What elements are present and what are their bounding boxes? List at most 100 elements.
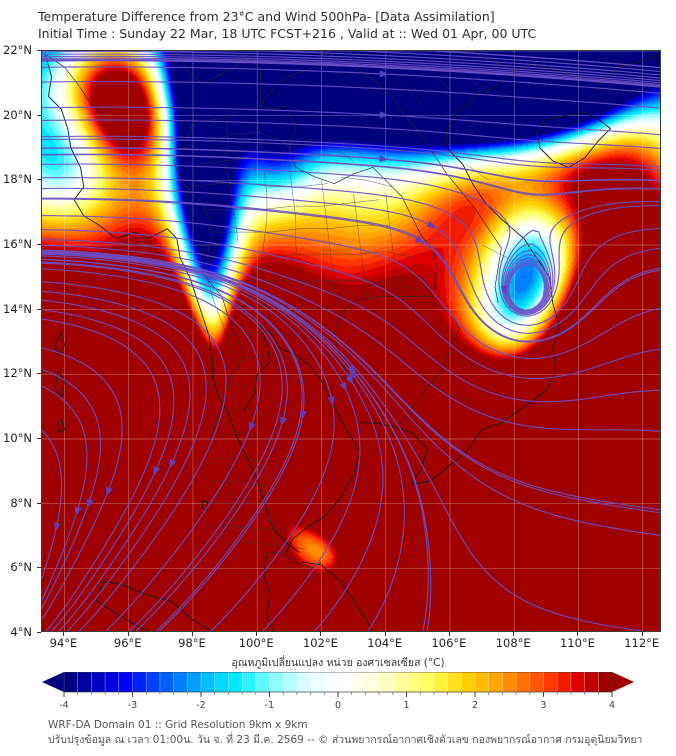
longitude-tick-label: 110°E xyxy=(559,636,595,650)
colorbar-band xyxy=(132,672,147,692)
colorbar-band xyxy=(214,672,229,692)
latitude-tick-mark xyxy=(37,179,41,181)
streamline xyxy=(42,57,660,86)
coastline xyxy=(263,554,274,631)
colorbar-band xyxy=(283,672,298,692)
streamline xyxy=(42,163,660,317)
latitude-tick-label: 22°N xyxy=(3,43,32,57)
streamline xyxy=(501,201,660,316)
colorbar-extend-max xyxy=(612,672,634,692)
longitude-tick-mark xyxy=(256,632,258,636)
wind-direction-arrows xyxy=(53,70,508,533)
streamline xyxy=(42,258,305,631)
coastline xyxy=(54,331,65,356)
colorbar-band xyxy=(475,672,490,692)
latitude-tick-label: 20°N xyxy=(3,107,32,122)
footer-credit: ปรับปรุงข้อมูล ณ เวลา 01:00น. วัน จ. ที่… xyxy=(48,734,643,746)
colorbar-band xyxy=(242,672,257,692)
colorbar-band xyxy=(365,672,380,692)
streamline xyxy=(42,369,102,610)
latitude-tick-mark xyxy=(37,308,41,310)
streamline xyxy=(42,250,660,536)
coastline xyxy=(301,561,373,631)
colorbar-svg[interactable]: -4 -3 -2 -1 0 1 2 3 4 xyxy=(42,671,634,714)
streamline-arrow xyxy=(53,522,61,533)
streamline-arrow xyxy=(106,486,113,497)
colorbar-tick-label: -4 xyxy=(59,700,68,711)
coastline xyxy=(536,111,612,168)
province-border xyxy=(189,183,328,188)
colorbar-band xyxy=(338,672,353,692)
province-border xyxy=(215,458,264,462)
province-border xyxy=(224,109,239,242)
streamline-arrow xyxy=(280,416,288,427)
colorbar-band xyxy=(420,672,435,692)
streamline xyxy=(42,177,660,326)
streamline xyxy=(42,385,88,602)
country-border xyxy=(45,53,104,116)
colorbar[interactable]: -4 -3 -2 -1 0 1 2 3 4 xyxy=(42,671,634,711)
province-border xyxy=(353,193,367,297)
colorbar-band xyxy=(146,672,161,692)
colorbar-band xyxy=(255,672,270,692)
coastline xyxy=(243,325,361,553)
colorbar-band xyxy=(529,672,544,692)
longitude-tick-mark xyxy=(320,632,322,636)
streamline-arrow xyxy=(248,421,256,432)
streamline xyxy=(42,135,660,168)
colorbar-band xyxy=(173,672,188,692)
colorbar-band xyxy=(461,672,476,692)
province-border xyxy=(209,480,261,485)
streamline xyxy=(42,262,283,631)
province-border xyxy=(218,432,264,437)
longitude-tick-mark xyxy=(63,632,65,636)
province-border xyxy=(456,357,479,369)
map-plot-area[interactable] xyxy=(41,50,661,632)
streamline xyxy=(42,153,660,195)
colorbar-tick-label: 0 xyxy=(335,700,341,711)
streamline xyxy=(42,66,660,94)
colorbar-band xyxy=(543,672,558,692)
streamline xyxy=(42,299,191,631)
streamline xyxy=(42,268,261,631)
province-border xyxy=(205,251,415,259)
wind-streamlines xyxy=(42,51,660,631)
longitude-tick-label: 96°E xyxy=(113,636,142,650)
streamline xyxy=(42,239,660,403)
latitude-tick-mark xyxy=(37,502,41,504)
province-border xyxy=(199,157,296,168)
longitude-tick-label: 108°E xyxy=(495,636,531,650)
province-border xyxy=(205,199,380,210)
province-border xyxy=(241,332,328,340)
latitude-tick-mark xyxy=(37,244,41,245)
coastline xyxy=(54,370,65,398)
longitude-tick-label: 102°E xyxy=(302,636,338,650)
province-border xyxy=(443,393,470,401)
colorbar-band xyxy=(502,672,517,692)
colorbar-tick-label: 2 xyxy=(472,700,478,711)
province-border xyxy=(212,225,389,233)
country-border xyxy=(324,51,502,304)
longitude-tick-label: 100°E xyxy=(238,636,274,650)
streamline-arrow xyxy=(345,375,354,385)
streamline-arrow xyxy=(379,70,390,78)
latitude-tick-label: 6°N xyxy=(10,560,32,575)
colorbar-tick-label: -3 xyxy=(128,700,137,711)
colorbar-extend-min xyxy=(42,672,64,692)
colorbar-tick-label: -2 xyxy=(196,700,205,711)
streamline xyxy=(42,253,361,631)
streamline xyxy=(42,252,384,631)
longitude-tick-label: 112°E xyxy=(624,636,660,650)
province-border xyxy=(334,147,354,162)
latitude-tick-mark xyxy=(37,632,41,633)
coastline xyxy=(44,53,300,553)
longitude-tick-mark xyxy=(577,632,579,636)
colorbar-label: อุณหภูมิเปลี่ยนแปลง หน่วย องศาเซลเซียส (… xyxy=(231,657,445,669)
longitude-tick-label: 98°E xyxy=(178,636,206,650)
streamline xyxy=(424,51,660,69)
longitude-tick-label: 104°E xyxy=(367,636,403,650)
colorbar-band xyxy=(228,672,243,692)
streamline xyxy=(42,197,660,342)
latitude-tick-label: 8°N xyxy=(10,495,32,510)
coastline xyxy=(202,499,208,511)
